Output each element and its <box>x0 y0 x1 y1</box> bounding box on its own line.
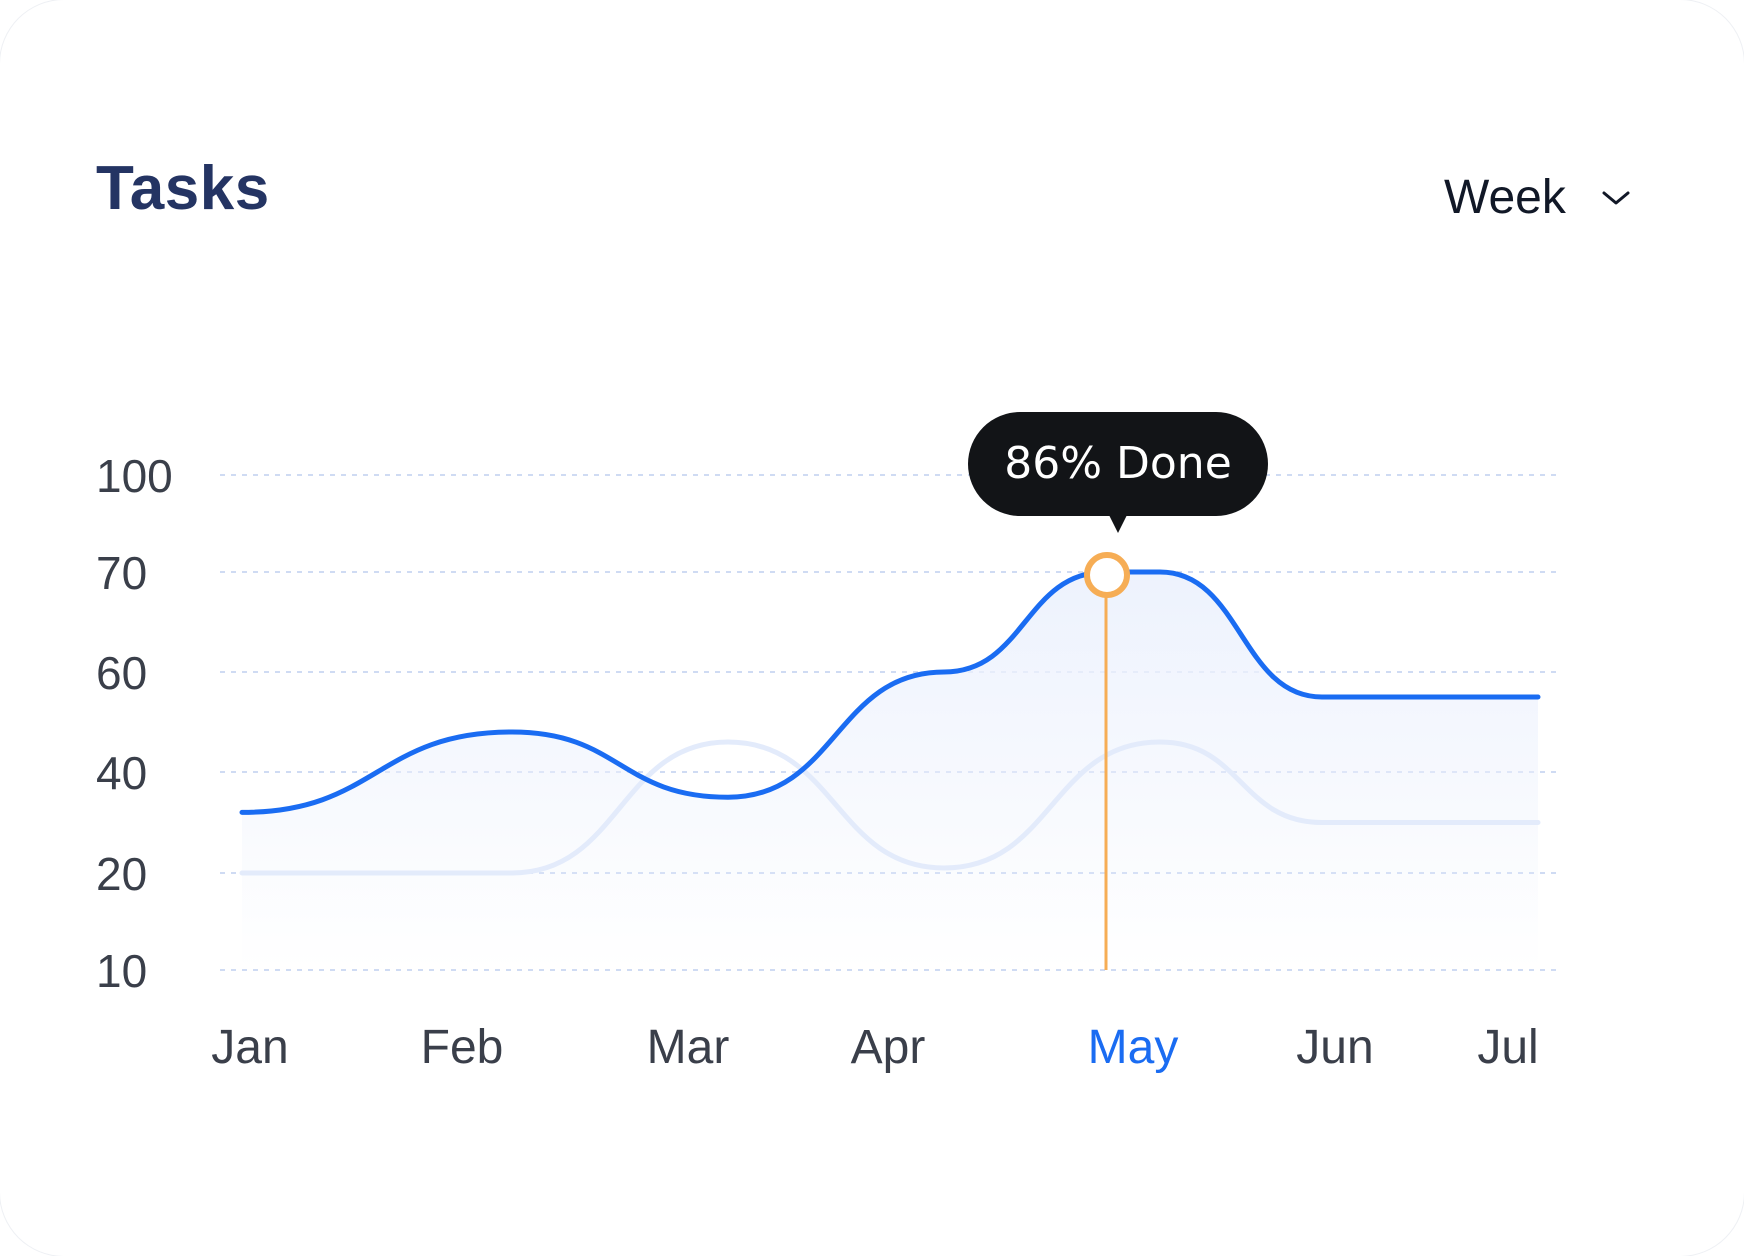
x-label-active: May <box>1088 1021 1179 1074</box>
tooltip-arrow <box>1109 515 1127 533</box>
x-label: Feb <box>421 1021 504 1074</box>
card-title: Tasks <box>96 154 270 223</box>
y-tick-label: 10 <box>96 945 147 997</box>
highlight-marker <box>1084 552 1130 598</box>
y-tick-label: 20 <box>96 848 147 900</box>
x-label: Apr <box>851 1021 926 1074</box>
x-label: Mar <box>647 1021 730 1074</box>
primary-area <box>242 572 1538 970</box>
chevron-down-icon <box>1602 191 1630 205</box>
y-tick-label: 100 <box>96 450 173 502</box>
secondary-series-line <box>239 739 1541 876</box>
y-tick-label: 40 <box>96 747 147 799</box>
value-tooltip: 86% Done <box>968 412 1268 533</box>
x-label: Jun <box>1296 1021 1373 1074</box>
period-dropdown[interactable]: Week <box>1444 168 1632 228</box>
tooltip-label: 86% Done <box>1004 438 1232 489</box>
y-tick-label: 70 <box>96 547 147 599</box>
x-label: Jan <box>211 1021 288 1074</box>
x-label: Jul <box>1477 1021 1538 1074</box>
primary-series-line <box>239 569 1541 815</box>
y-tick-label: 60 <box>96 647 147 699</box>
period-dropdown-label: Week <box>1444 171 1566 224</box>
